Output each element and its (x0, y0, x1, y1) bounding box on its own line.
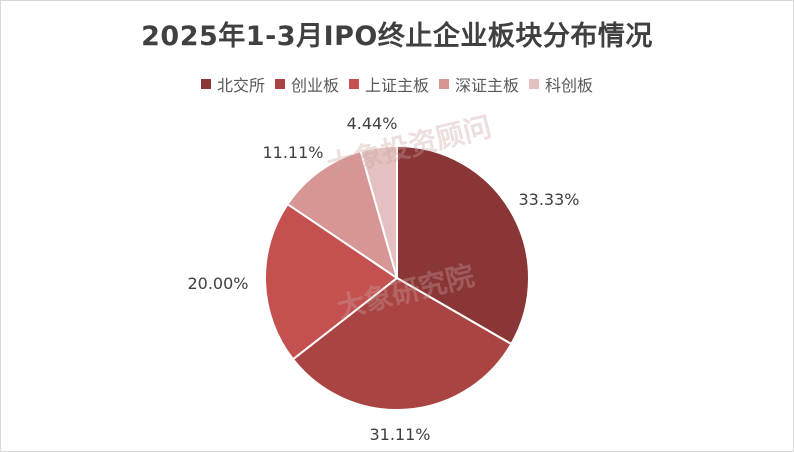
legend-item-beijiaosuo: 北交所 (200, 72, 265, 96)
pie-slice-2 (291, 276, 513, 411)
chart-title: 2025年1-3月IPO终止企业板块分布情况 (141, 21, 653, 52)
legend-swatch (439, 79, 449, 89)
pie-labels: 33.33% 31.11% 20.00% 11.11% 4.44% (187, 114, 579, 444)
data-label-5: 4.44% (347, 114, 398, 133)
pie-slice-5 (359, 144, 398, 279)
legend-label: 上证主板 (364, 76, 429, 95)
data-label-1: 33.33% (518, 190, 579, 209)
legend-label: 深证主板 (455, 76, 520, 95)
legend-item-shenzheng-zhuban: 深证主板 (439, 72, 519, 96)
data-label-4: 11.11% (262, 143, 323, 162)
legend-swatch (274, 79, 285, 89)
pie-slice-1 (396, 144, 530, 346)
data-label-3: 20.00% (187, 274, 248, 293)
legend-swatch (200, 79, 211, 89)
legend-item-shangzheng-zhuban: 上证主板 (348, 72, 429, 96)
legend-label: 创业板 (290, 76, 339, 95)
legend-item-chuangyeban: 创业板 (274, 72, 339, 96)
chart-legend: 北交所 创业板 上证主板 深证主板 科创板 (0, 72, 794, 96)
legend-swatch (529, 79, 540, 89)
data-label-2: 31.11% (369, 425, 430, 444)
pie-slice-3 (264, 202, 399, 361)
pie-slices (264, 144, 530, 411)
legend-swatch (348, 79, 359, 89)
legend-label: 北交所 (216, 76, 265, 95)
legend-label: 科创板 (545, 76, 594, 95)
legend-item-kechuangban: 科创板 (529, 72, 593, 96)
